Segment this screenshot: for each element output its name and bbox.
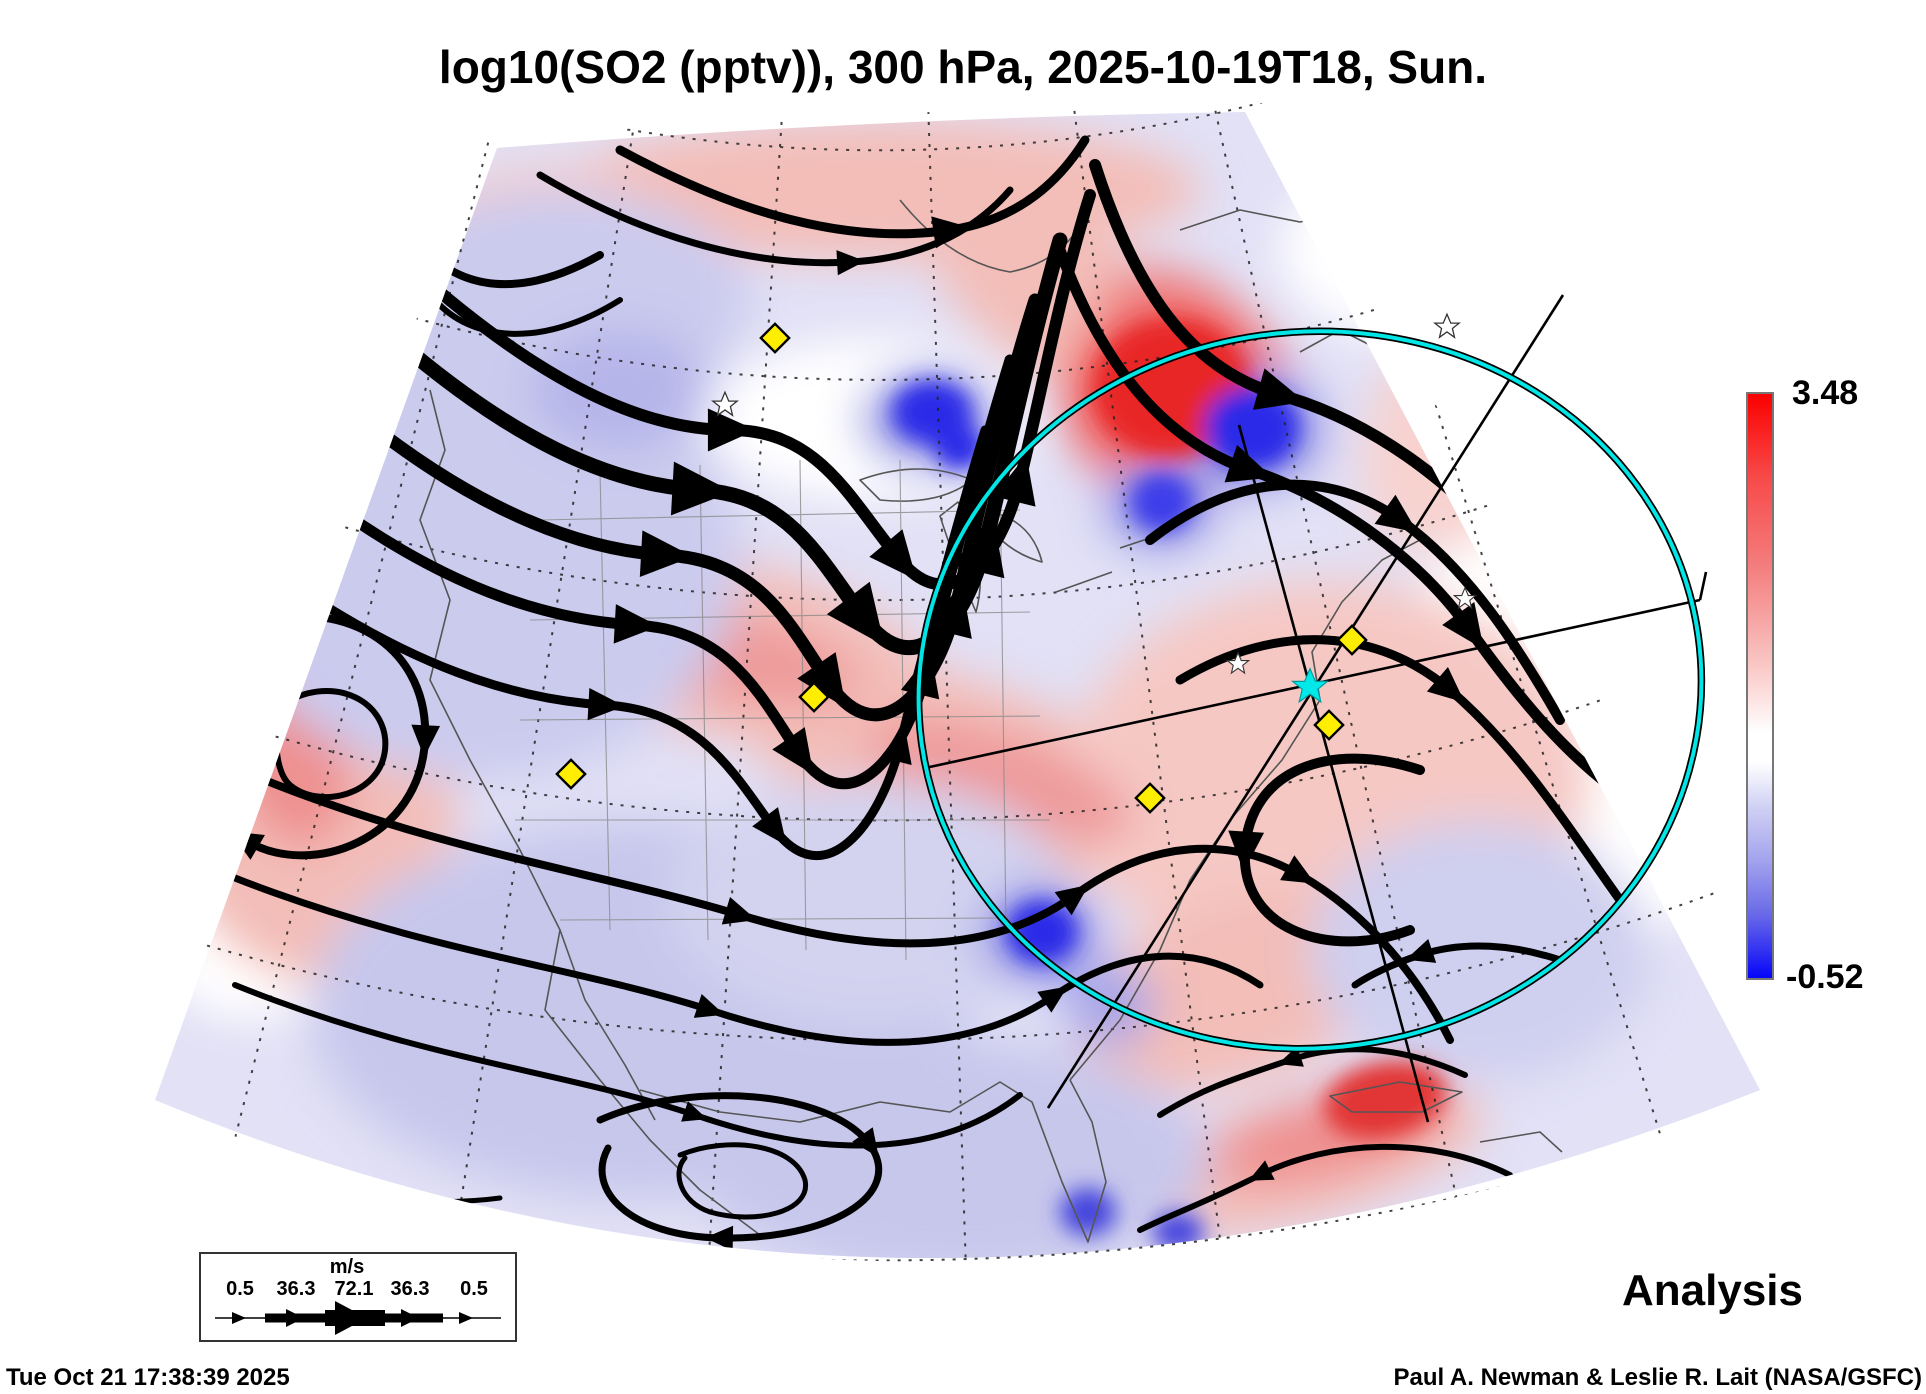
range-circle xyxy=(914,327,1706,1053)
generated-timestamp: Tue Oct 21 17:38:39 2025 xyxy=(6,1364,290,1391)
wind-legend-label-2: 36.3 xyxy=(276,1278,316,1300)
wind-legend-label-4: 36.3 xyxy=(390,1278,430,1300)
wind-legend-units: m/s xyxy=(329,1256,365,1278)
colorbar-min-label: -0.52 xyxy=(1786,958,1864,996)
wind-legend-label-1: 0.5 xyxy=(226,1278,254,1300)
wind-legend-label-5: 0.5 xyxy=(460,1278,488,1300)
so2-field xyxy=(155,112,1760,1259)
credit-text: Paul A. Newman & Leslie R. Lait (NASA/GS… xyxy=(1393,1364,1922,1391)
colorbar-max-label: 3.48 xyxy=(1792,374,1859,412)
cyan-star-marker xyxy=(1290,667,1330,704)
colorbar xyxy=(1746,392,1774,980)
page-title: log10(SO2 (pptv)), 300 hPa, 2025-10-19T1… xyxy=(438,41,1488,93)
yellow-diamond-markers xyxy=(555,322,1368,814)
white-star-markers xyxy=(711,312,1478,675)
wind-legend-arrows xyxy=(215,1301,501,1335)
analysis-label: Analysis xyxy=(1622,1266,1803,1315)
wind-legend-label-3: 72.1 xyxy=(334,1278,374,1300)
wind-speed-legend: m/s 0.5 36.3 72.1 36.3 0.5 xyxy=(199,1252,517,1342)
